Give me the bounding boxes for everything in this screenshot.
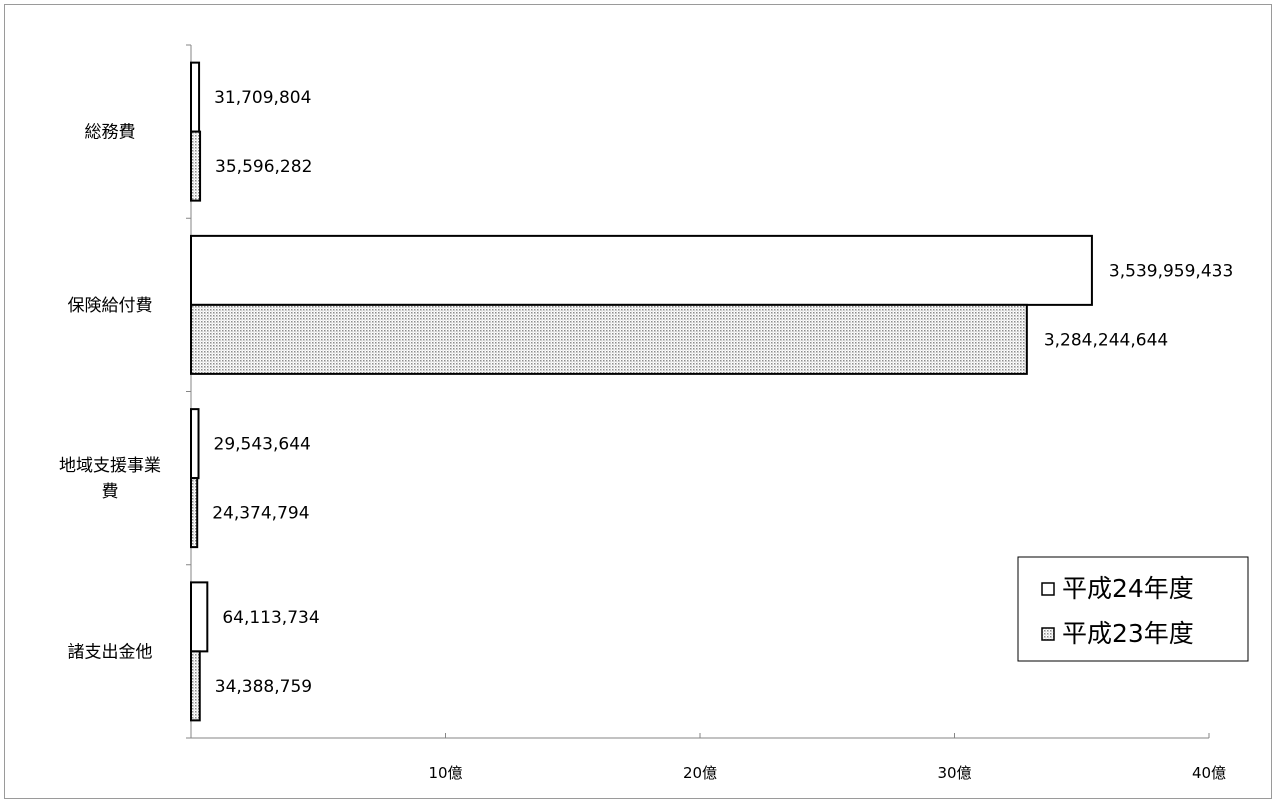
bar-h24-1 xyxy=(190,234,1093,306)
data-label: 31,709,804 xyxy=(214,88,311,108)
bar-h23-2 xyxy=(190,477,199,549)
x-tick-label: 30億 xyxy=(937,764,971,782)
legend-label: 平成23年度 xyxy=(1062,619,1194,648)
bar-h23-0 xyxy=(190,130,202,202)
category-label: 総務費 xyxy=(85,123,136,143)
bar-h24-2 xyxy=(190,408,200,480)
bar-h24-0 xyxy=(190,61,201,133)
axes: 10億 20億 30億 40億 xyxy=(186,44,1226,782)
data-label: 35,596,282 xyxy=(215,157,312,177)
chart-frame xyxy=(4,4,1272,799)
category-label: 保険給付費 xyxy=(68,296,153,316)
legend-box xyxy=(1017,556,1249,662)
category-label: 地域支援事業費 xyxy=(59,456,161,502)
bar-h23-1 xyxy=(190,303,1028,375)
data-label: 34,388,759 xyxy=(215,677,312,697)
legend-swatch xyxy=(1041,582,1055,596)
category-label: 諸支出金他 xyxy=(68,642,153,662)
legend-swatch xyxy=(1041,627,1055,641)
x-tick-label: 20億 xyxy=(683,764,717,782)
bar-h23-3 xyxy=(190,650,201,722)
data-label: 64,113,734 xyxy=(222,608,319,628)
data-label: 3,284,244,644 xyxy=(1044,330,1168,350)
x-tick-label: 10億 xyxy=(428,764,462,782)
data-label: 29,543,644 xyxy=(214,435,311,455)
data-label: 3,539,959,433 xyxy=(1109,261,1233,281)
bar-h24-3 xyxy=(190,581,209,653)
labels: 31,709,804 35,596,282 総務費 3,539,959,433 3,28… xyxy=(59,88,1233,697)
bars xyxy=(190,61,1093,722)
x-tick-label: 40億 xyxy=(1192,764,1226,782)
legend-label: 平成24年度 xyxy=(1062,574,1194,603)
data-label: 24,374,794 xyxy=(212,504,309,524)
